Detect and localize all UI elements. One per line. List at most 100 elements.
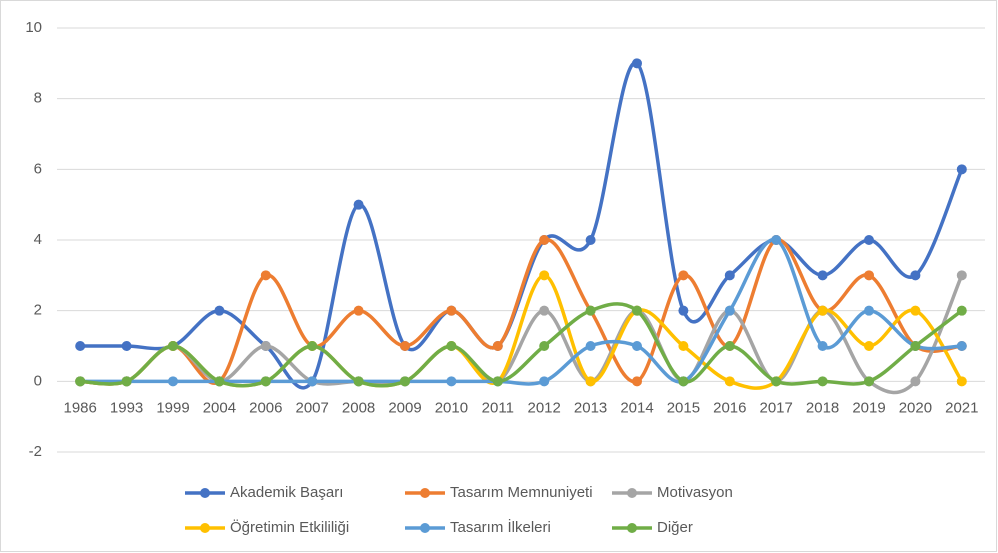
data-point bbox=[492, 376, 503, 387]
x-tick-label: 2016 bbox=[713, 399, 746, 416]
data-point bbox=[817, 376, 828, 387]
data-point bbox=[864, 341, 874, 351]
data-point bbox=[956, 376, 967, 387]
legend-label: Motivasyon bbox=[657, 484, 733, 501]
y-tick-label: 6 bbox=[34, 160, 42, 177]
legend-label: Öğretimin Etkililiği bbox=[230, 518, 349, 536]
y-tick-label: -2 bbox=[29, 443, 42, 460]
data-point bbox=[168, 376, 178, 387]
data-point bbox=[539, 376, 550, 387]
series-line bbox=[78, 238, 964, 386]
x-tick-label: 2015 bbox=[667, 399, 700, 416]
x-tick-label: 2010 bbox=[435, 399, 468, 416]
data-point bbox=[956, 164, 967, 175]
data-point bbox=[353, 199, 364, 210]
x-tick-label: 2014 bbox=[620, 399, 653, 416]
legend-marker bbox=[627, 488, 637, 498]
data-point bbox=[632, 58, 642, 69]
data-point bbox=[864, 270, 874, 281]
data-point bbox=[632, 305, 642, 316]
data-point bbox=[724, 341, 735, 351]
data-point bbox=[956, 341, 967, 351]
legend-marker bbox=[200, 488, 210, 498]
x-tick-label: 1993 bbox=[110, 399, 143, 416]
x-tick-label: 2013 bbox=[574, 399, 607, 416]
data-point bbox=[864, 376, 874, 387]
x-tick-label: 2004 bbox=[203, 399, 236, 416]
legend-marker bbox=[200, 523, 210, 533]
legend-label: Akademik Başarı bbox=[230, 484, 343, 501]
data-point bbox=[910, 341, 921, 351]
data-point bbox=[121, 341, 132, 351]
legend-label: Tasarım Memnuniyeti bbox=[450, 484, 593, 501]
data-point bbox=[75, 341, 86, 351]
data-point bbox=[446, 341, 457, 351]
data-point bbox=[492, 341, 503, 351]
data-point bbox=[168, 341, 178, 351]
legend-label: Diğer bbox=[657, 519, 693, 536]
data-point bbox=[724, 305, 735, 316]
data-point bbox=[446, 376, 457, 387]
data-point bbox=[910, 305, 921, 316]
y-tick-label: 10 bbox=[25, 19, 42, 36]
data-point bbox=[678, 341, 689, 351]
legend-marker bbox=[627, 523, 637, 533]
x-tick-label: 2006 bbox=[249, 399, 282, 416]
data-point bbox=[260, 376, 271, 387]
y-tick-label: 4 bbox=[34, 231, 42, 248]
data-point bbox=[400, 341, 410, 351]
x-tick-label: 2007 bbox=[296, 399, 329, 416]
data-point bbox=[585, 305, 596, 316]
x-tick-label: 1999 bbox=[156, 399, 189, 416]
data-point bbox=[678, 305, 689, 316]
data-point bbox=[539, 235, 550, 245]
x-tick-label: 2008 bbox=[342, 399, 375, 416]
y-tick-label: 0 bbox=[34, 372, 42, 389]
data-point bbox=[214, 305, 225, 316]
x-tick-label: 2019 bbox=[852, 399, 885, 416]
legend-label: Tasarım İlkeleri bbox=[450, 518, 551, 536]
x-tick-label: 2020 bbox=[899, 399, 932, 416]
y-tick-label: 8 bbox=[34, 90, 42, 107]
legend-marker bbox=[420, 488, 430, 498]
data-point bbox=[956, 270, 967, 281]
data-point bbox=[910, 270, 921, 281]
data-point bbox=[353, 376, 364, 387]
data-point bbox=[817, 305, 828, 316]
x-tick-label: 2011 bbox=[482, 399, 514, 416]
data-point bbox=[771, 376, 782, 387]
data-point bbox=[539, 305, 550, 316]
data-point bbox=[307, 376, 318, 387]
x-tick-label: 1986 bbox=[64, 399, 97, 416]
data-point bbox=[585, 235, 596, 245]
data-point bbox=[956, 305, 967, 316]
data-point bbox=[910, 376, 921, 387]
data-point bbox=[353, 305, 364, 316]
data-point bbox=[446, 305, 457, 316]
data-point bbox=[75, 376, 86, 387]
legend-marker bbox=[420, 523, 430, 533]
data-point bbox=[260, 270, 271, 281]
x-tick-label: 2009 bbox=[388, 399, 421, 416]
data-point bbox=[400, 376, 410, 387]
data-point bbox=[724, 376, 735, 387]
data-point bbox=[539, 270, 550, 281]
data-point bbox=[864, 305, 874, 316]
data-point bbox=[678, 270, 689, 281]
data-point bbox=[632, 341, 642, 351]
data-point bbox=[771, 235, 782, 245]
data-point bbox=[214, 376, 225, 387]
x-tick-label: 2012 bbox=[528, 399, 561, 416]
y-tick-label: 2 bbox=[34, 302, 42, 319]
data-point bbox=[864, 235, 874, 245]
x-tick-label: 2017 bbox=[760, 399, 793, 416]
data-point bbox=[585, 341, 596, 351]
data-point bbox=[260, 341, 271, 351]
data-point bbox=[724, 270, 735, 281]
x-tick-label: 2018 bbox=[806, 399, 839, 416]
data-point bbox=[307, 341, 318, 351]
data-point bbox=[817, 341, 828, 351]
data-point bbox=[539, 341, 550, 351]
